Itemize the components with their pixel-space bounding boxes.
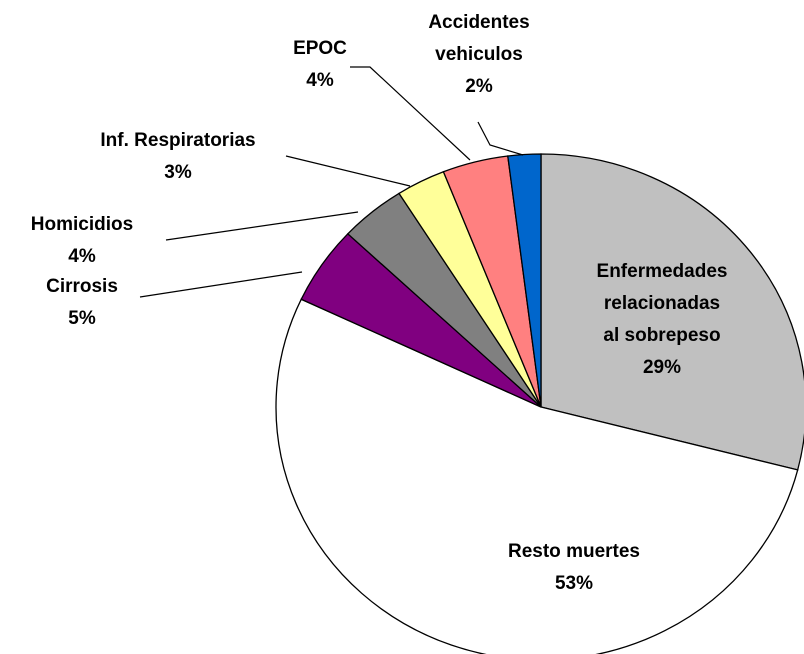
slice-label: Enfermedades relacionadas al sobrepeso: [597, 261, 728, 346]
pie-slice: [507, 153, 542, 408]
slice-value-label: 29%: [643, 357, 681, 378]
slice-label: Homicidios: [31, 214, 133, 235]
slice-label: Inf. Respiratorias: [100, 130, 255, 151]
pie-slice: [275, 298, 799, 654]
slice-value-label: 3%: [164, 162, 192, 183]
slice-label: Resto muertes: [508, 541, 640, 562]
leader-line: [477, 121, 524, 156]
leader-line: [139, 271, 303, 298]
pie-slice: [540, 153, 804, 471]
slice-value-label: 4%: [306, 70, 334, 91]
slice-value-label: 2%: [465, 76, 493, 97]
slice-label: Accidentes vehiculos: [428, 12, 529, 65]
slice-value-label: 4%: [68, 246, 96, 267]
slice-label: EPOC: [293, 38, 347, 59]
leader-line: [350, 66, 471, 161]
leader-line: [285, 155, 411, 187]
slice-value-label: 5%: [68, 308, 96, 329]
slice-value-label: 53%: [555, 573, 593, 594]
slice-label: Cirrosis: [46, 276, 118, 297]
leader-line: [165, 211, 359, 241]
